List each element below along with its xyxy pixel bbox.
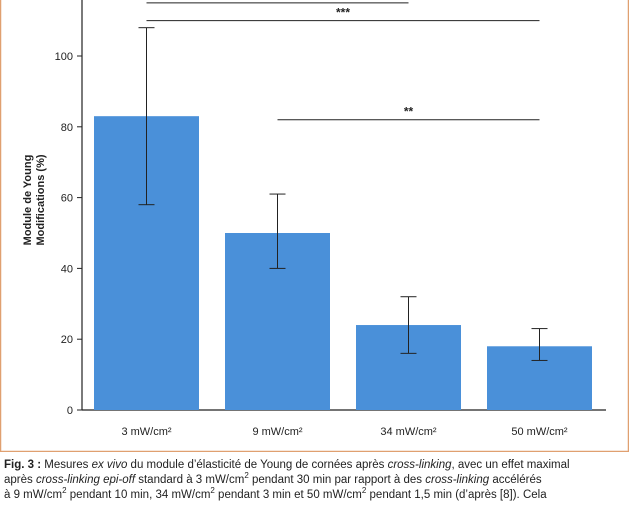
y-tick-label: 40	[61, 263, 73, 275]
bar-chart: 0 20 40 60 80 100 Module de YoungModifications…	[0, 0, 629, 452]
y-axis-title-line: Modifications (%)	[35, 154, 47, 245]
significance-label: **	[273, 0, 283, 2]
caption-text: cross-linking	[425, 474, 490, 486]
caption-text: ex vivo	[91, 459, 128, 471]
caption-text: , avec un effet maximal	[451, 459, 570, 471]
caption-text: 2	[244, 471, 249, 481]
caption-text: 2	[210, 486, 215, 496]
caption-text: pendant 10 min, 34 mW/cm	[66, 489, 211, 501]
caption-text: cross-linking epi-off	[35, 474, 136, 486]
caption-label: Fig. 3 :	[4, 459, 42, 471]
significance-label: **	[404, 105, 414, 119]
y-tick-label: 60	[61, 193, 73, 205]
caption-text: 2	[361, 486, 367, 496]
figure-frame: 0 20 40 60 80 100 Module de YoungModifications…	[0, 0, 629, 452]
caption-text: pendant 30 min par rapport à des	[248, 474, 426, 486]
y-axis-title: Module de YoungModifications (%)	[22, 154, 47, 245]
y-tick-label: 20	[61, 334, 73, 346]
caption-text: cross-linking	[387, 459, 452, 471]
caption-text: après	[4, 474, 36, 486]
caption-text: pendant 3 min et 50 mW/cm	[214, 489, 362, 501]
y-tick-label: 0	[67, 405, 73, 417]
caption-text: 2	[62, 486, 67, 496]
caption-line-3: à 9 mW/cm2 pendant 10 min, 34 mW/cm2 pen…	[4, 486, 625, 503]
caption-text: Mesures	[44, 459, 92, 471]
x-tick-label: 9 mW/cm²	[252, 426, 302, 438]
caption-line-1: Fig. 3 : Mesures ex vivo du module d’éla…	[4, 458, 625, 473]
caption-text: standard à 3 mW/cm	[135, 474, 245, 486]
caption-text: à 9 mW/cm	[4, 489, 63, 501]
figure-caption: Fig. 3 : Mesures ex vivo du module d’éla…	[4, 458, 625, 516]
significance-label: ***	[336, 6, 350, 20]
y-tick-label: 80	[61, 122, 73, 134]
caption-text: pendant 1,5 min (d’après [8]). Cela	[366, 489, 547, 501]
x-tick-label: 34 mW/cm²	[380, 426, 437, 438]
x-tick-label: 3 mW/cm²	[121, 426, 171, 438]
caption-line-2: après cross-linking epi-off standard à 3…	[4, 471, 625, 488]
caption-text: accélérés	[489, 474, 542, 486]
x-tick-label: 50 mW/cm²	[511, 426, 568, 438]
y-axis-title-line: Module de Young	[22, 155, 34, 246]
caption-text: du module d’élasticité de Young de corné…	[127, 459, 388, 471]
y-tick-label: 100	[55, 51, 73, 63]
